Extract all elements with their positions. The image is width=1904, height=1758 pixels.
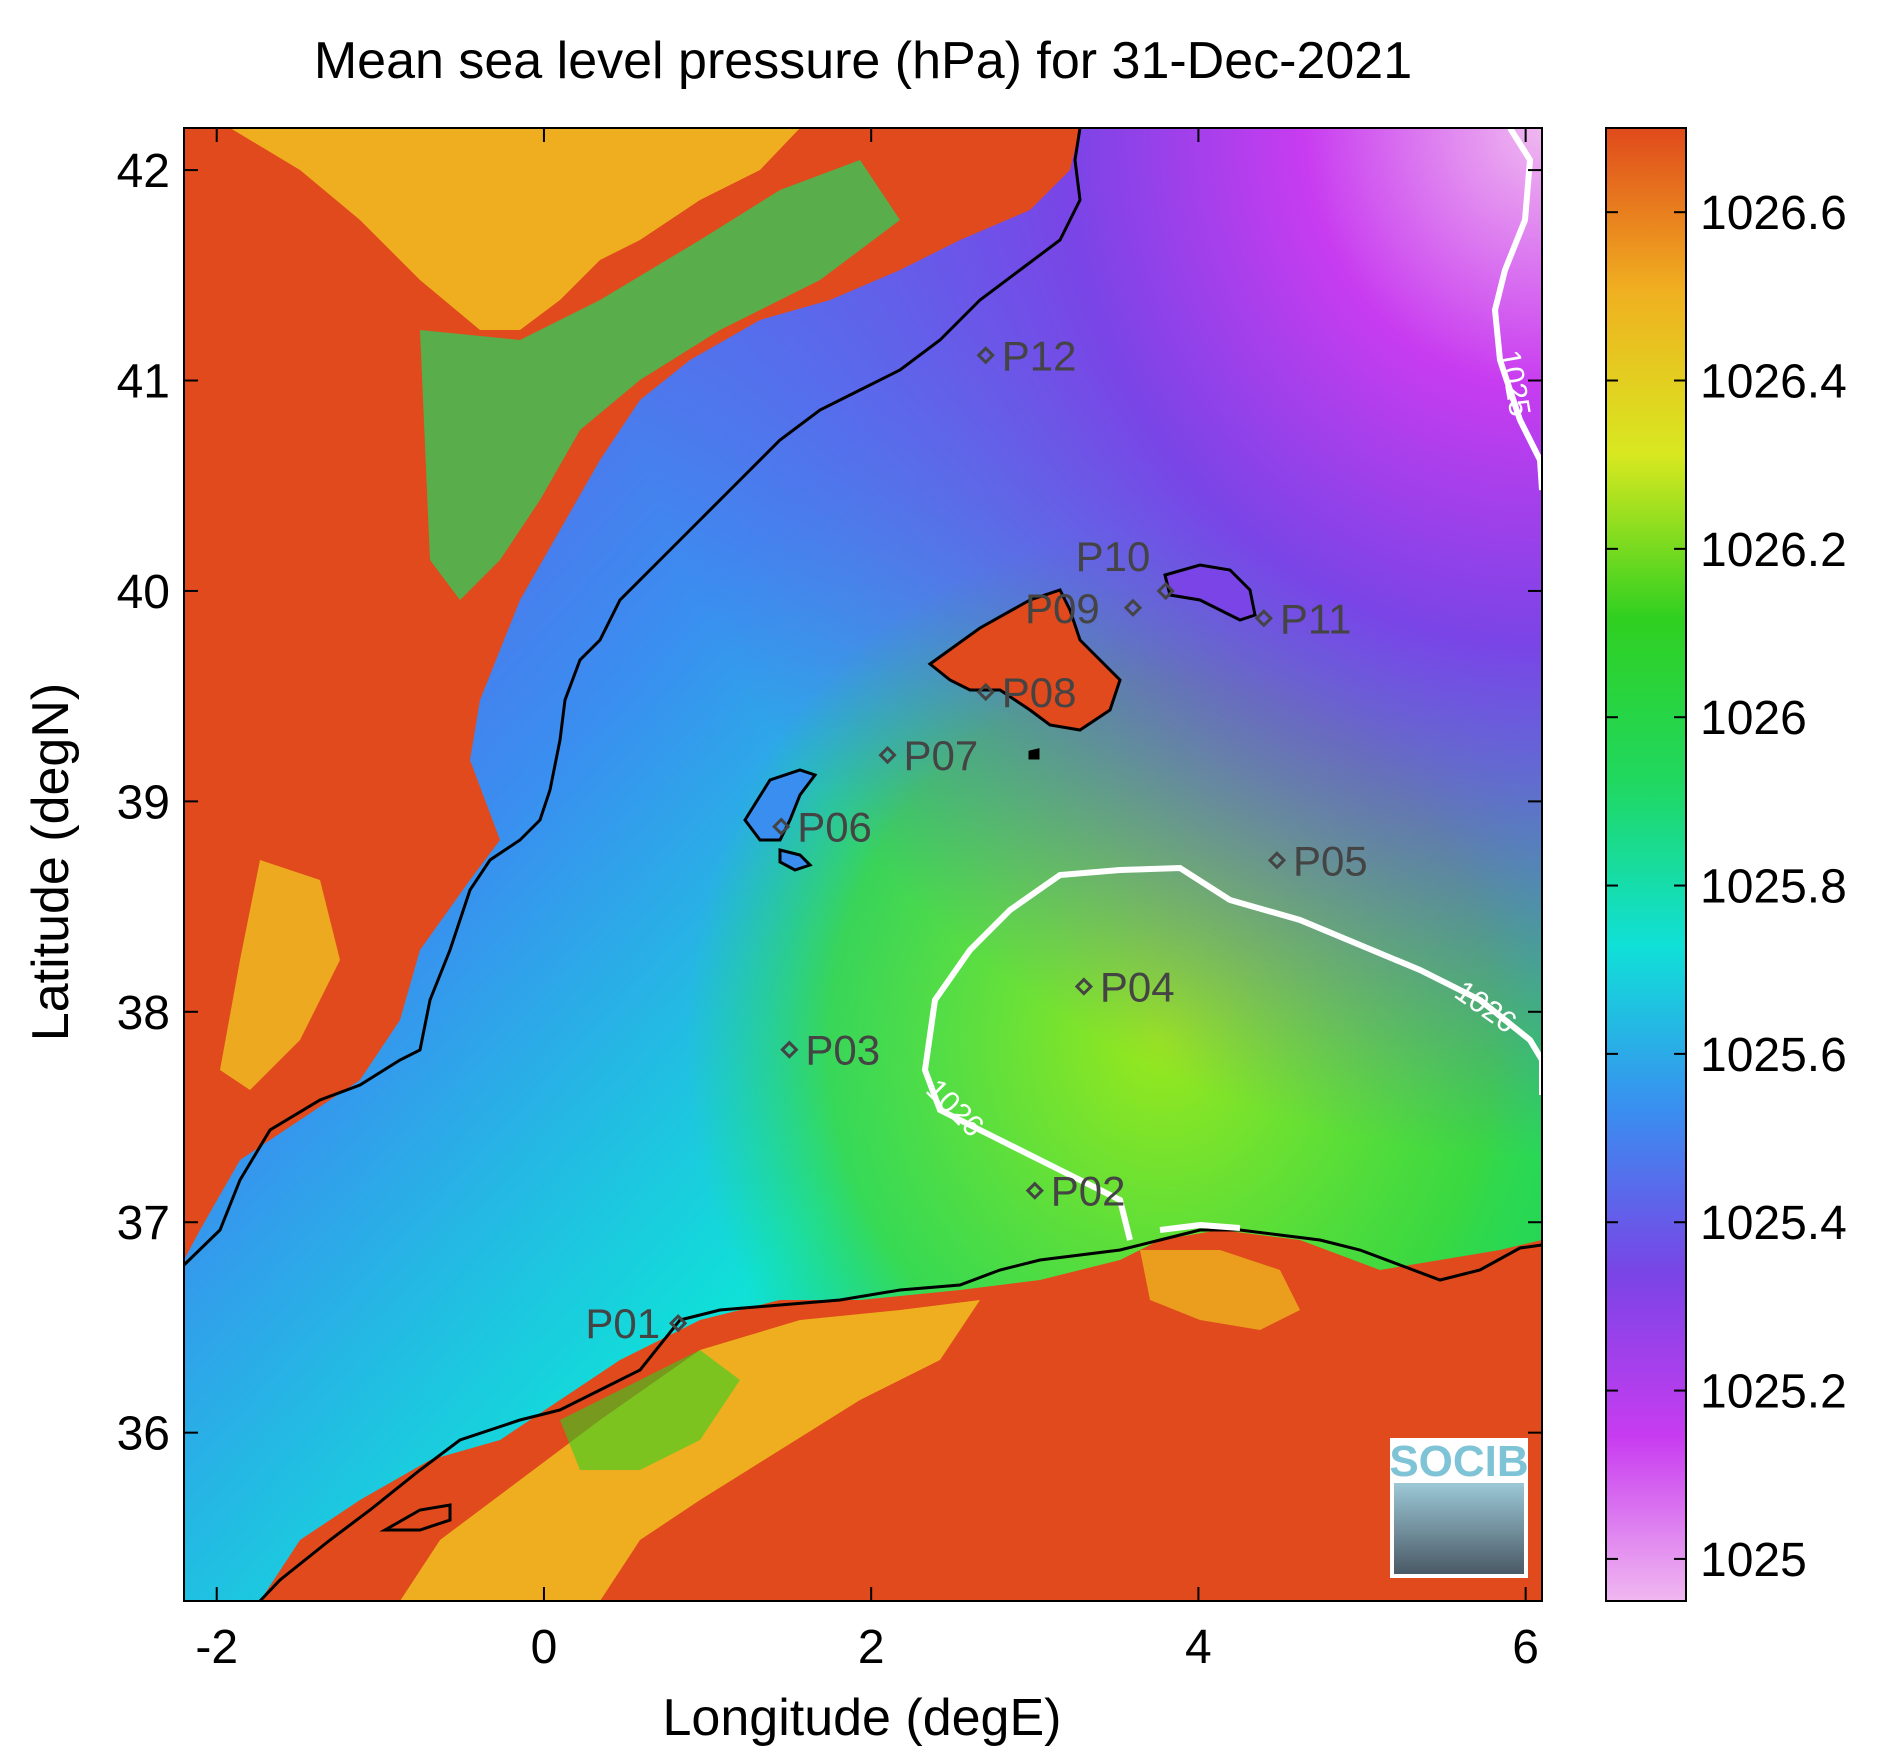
station-marker — [1267, 851, 1287, 870]
colorbar-tick-label: 1026.2 — [1700, 524, 1847, 577]
land-iberia-highlands — [230, 128, 800, 330]
station-label: P04 — [1100, 964, 1175, 1011]
y-tick-label: 40 — [117, 566, 170, 619]
y-tick-label: 38 — [117, 987, 170, 1040]
colorbar-scale — [1605, 127, 1687, 1602]
station-label: P06 — [797, 804, 872, 851]
colorbar-tick-label: 1025 — [1700, 1534, 1807, 1587]
station-label: P02 — [1051, 1168, 1126, 1215]
x-tick-label: 6 — [1512, 1621, 1539, 1674]
land-africa-coast-band — [400, 1300, 980, 1601]
land-iberia-south-highlands — [220, 860, 340, 1090]
station-marker — [878, 745, 897, 765]
colorbar-tick-label: 1025.6 — [1700, 1029, 1847, 1082]
station-marker — [976, 682, 995, 702]
y-axis-label: Latitude (degN) — [22, 683, 80, 1041]
x-tick-label: -2 — [195, 1621, 238, 1674]
y-tick-label: 37 — [117, 1197, 170, 1250]
contour-1026-coast — [1159, 1221, 1241, 1233]
colorbar-tick-label: 1026 — [1700, 692, 1807, 745]
logo-text: SOCIB — [1389, 1437, 1528, 1486]
colorbar-tick-label: 1025.2 — [1700, 1366, 1847, 1419]
coastline-island-alboran — [379, 1503, 452, 1532]
x-axis-label: Longitude (degE) — [663, 1689, 1062, 1747]
colorbar-tick-label: 1025.8 — [1700, 861, 1847, 914]
colorbar-ticks: 1025 1025.2 1025.4 1025.6 1025.8 1026 1026.2 10… — [1606, 187, 1847, 1587]
station-label: P01 — [585, 1300, 660, 1347]
land-africa-green — [560, 1350, 740, 1470]
station-label: P07 — [904, 732, 979, 779]
station-label: P09 — [1025, 585, 1100, 632]
station-label: P03 — [805, 1027, 880, 1074]
land-iberia-coast-band — [420, 160, 900, 600]
island-formentera — [778, 848, 813, 872]
y-tick-label: 39 — [117, 776, 170, 829]
stations-layer: P01 P02 P03 P04 P05 P06 P07 P08 P09 P10 P11 P12 — [585, 332, 1367, 1347]
x-tick-label: 2 — [858, 1621, 885, 1674]
station-marker — [1156, 581, 1175, 601]
coastline-africa — [258, 1228, 1542, 1601]
socib-logo: SOCIB — [1389, 1437, 1529, 1578]
y-tick-label: 42 — [117, 145, 170, 198]
land-iberia — [184, 128, 1080, 1260]
station-label: P08 — [1002, 669, 1077, 716]
colorbar: 1025 1025.2 1025.4 1025.6 1025.8 1026 1026.2 10… — [1605, 127, 1847, 1602]
y-tick-label: 41 — [117, 356, 170, 409]
coastline-iberia — [184, 128, 1082, 1267]
x-tick-label: 4 — [1185, 1621, 1212, 1674]
station-marker — [976, 346, 995, 365]
colorbar-tick-label: 1025.4 — [1700, 1197, 1847, 1250]
x-axis: -2 0 2 4 6 — [195, 128, 1539, 1674]
x-tick-label: 0 — [531, 1621, 558, 1674]
island-menorca — [1163, 563, 1257, 622]
y-tick-label: 36 — [117, 1408, 170, 1461]
station-label: P05 — [1293, 837, 1368, 884]
station-marker — [1123, 598, 1143, 617]
station-marker — [772, 817, 791, 836]
pressure-field — [184, 128, 1542, 1601]
station-marker — [1254, 609, 1273, 628]
island-mallorca — [927, 588, 1122, 732]
island-ibiza — [743, 768, 818, 842]
station-marker — [1025, 1181, 1044, 1200]
station-marker — [668, 1314, 688, 1333]
y-axis: 36 37 38 39 40 41 42 — [117, 145, 1542, 1461]
logo-wave-image — [1394, 1483, 1524, 1574]
colorbar-tick-label: 1026.6 — [1700, 187, 1847, 240]
island-cabrera — [1028, 748, 1040, 760]
station-label: P11 — [1280, 595, 1352, 642]
contour-1025 — [1491, 128, 1542, 491]
station-label: P10 — [1076, 533, 1151, 580]
contour-1026 — [921, 864, 1542, 1241]
plot-frame — [183, 127, 1543, 1602]
station-marker — [780, 1040, 799, 1059]
colorbar-tick-label: 1026.4 — [1700, 356, 1847, 409]
station-marker — [1074, 977, 1094, 996]
station-label: P12 — [1002, 332, 1077, 379]
chart-title: Mean sea level pressure (hPa) for 31-Dec… — [314, 32, 1412, 90]
land-africa-east-highlands — [1140, 1250, 1300, 1330]
